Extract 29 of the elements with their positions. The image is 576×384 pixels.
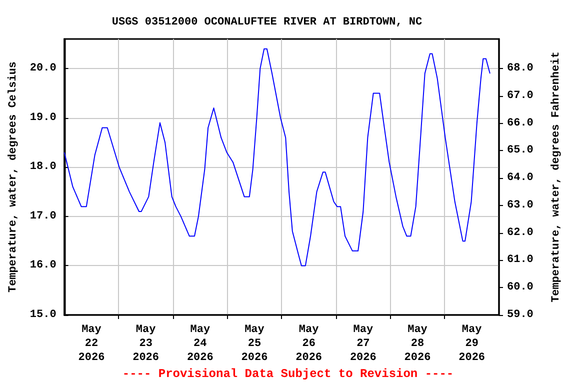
text: ---- Provisional Data Subject to Revision ---- [122, 367, 454, 381]
x-tick-label: May 23 2026 [132, 324, 160, 364]
x-tick-label: May 27 2026 [350, 324, 376, 364]
x-tick-label: May 25 2026 [241, 324, 268, 364]
y-tick-label: 20.0 [30, 62, 56, 75]
y2-tick-label: 62.0 [507, 226, 534, 239]
y-tick-label: 17.0 [30, 210, 56, 222]
y2-tick-label: 59.0 [507, 309, 534, 321]
y2-tick-label: 64.0 [507, 172, 534, 184]
x-tick-label: May 26 2026 [296, 324, 322, 364]
line-series [64, 48, 490, 266]
y2-tick-label: 65.0 [507, 144, 534, 157]
y-tick-label: 19.0 [30, 112, 56, 124]
y-axis-title: Temperature, water, degrees Celsius [8, 61, 20, 293]
x-tick-label: May 24 2026 [186, 324, 214, 364]
y2-tick-label: 67.0 [507, 90, 534, 102]
y2-tick-label: 66.0 [507, 117, 534, 130]
y2-axis-title: Temperature, water, degrees Fahrenheit [550, 52, 562, 302]
x-tick-label: May 29 2026 [458, 324, 486, 364]
y2-tick-label: 68.0 [507, 62, 534, 75]
y-tick-label: 15.0 [30, 309, 56, 321]
y2-tick-label: 63.0 [507, 199, 534, 212]
y-tick-label: 16.0 [30, 260, 56, 272]
chart-title: USGS 03512000 OCONALUFTEE RIVER AT BIRDTOWN, NC [112, 16, 423, 28]
y-tick-label: 18.0 [30, 161, 56, 174]
x-tick-label: May 22 2026 [78, 324, 105, 364]
x-tick-label: May 28 2026 [404, 324, 431, 364]
y2-tick-label: 60.0 [507, 282, 534, 294]
y2-tick-label: 61.0 [507, 254, 534, 266]
